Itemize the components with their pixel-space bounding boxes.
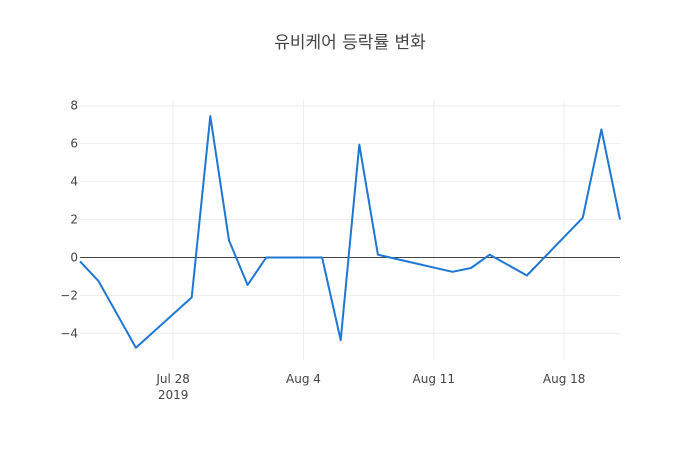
y-tick-label: −4 <box>60 326 78 340</box>
y-tick-label: 2 <box>70 213 78 227</box>
y-axis-ticks: −4 −2 0 2 4 6 8 <box>60 99 78 341</box>
x-tick-label: Jul 28 <box>155 372 190 386</box>
y-tick-label: 6 <box>70 137 78 151</box>
x-tick-label: Aug 11 <box>413 372 456 386</box>
y-tick-label: 8 <box>70 99 78 113</box>
y-tick-label: −2 <box>60 288 78 302</box>
gridlines <box>80 100 620 360</box>
y-tick-label: 4 <box>70 175 78 189</box>
x-tick-year-label: 2019 <box>158 388 189 402</box>
x-tick-label: Aug 18 <box>543 372 586 386</box>
x-axis-ticks: Jul 28 2019 Aug 4 Aug 11 Aug 18 <box>155 372 585 402</box>
series-line <box>79 115 621 349</box>
series-group <box>79 115 621 349</box>
chart-title: 유비케어 등락률 변화 <box>274 33 426 53</box>
y-tick-label: 0 <box>70 251 78 265</box>
x-tick-label: Aug 4 <box>286 372 321 386</box>
